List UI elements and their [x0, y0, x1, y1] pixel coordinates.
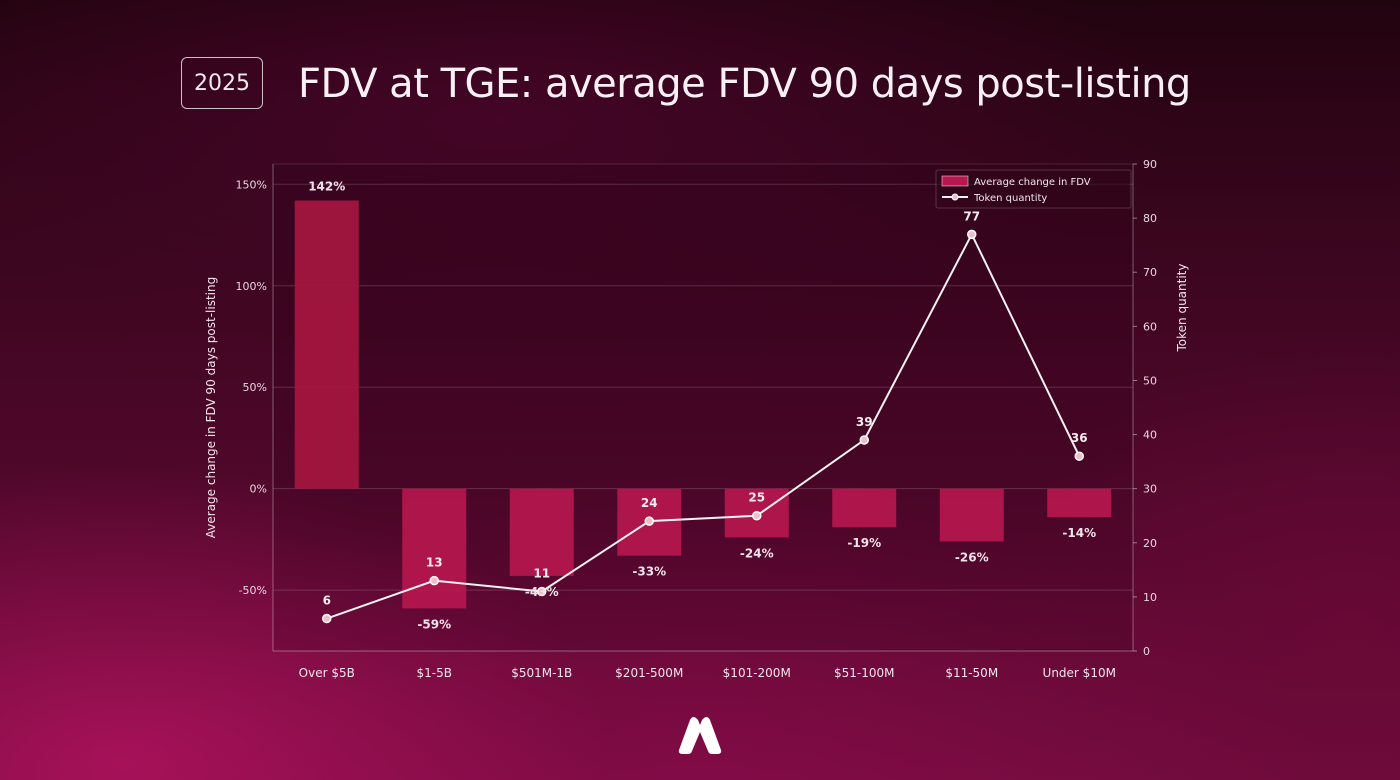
line-value-label: 39 [856, 415, 873, 429]
y2-tick-label: 60 [1143, 320, 1157, 333]
page-title: FDV at TGE: average FDV 90 days post-lis… [298, 61, 1191, 107]
y2-tick-label: 40 [1143, 429, 1157, 442]
x-tick-label: $11-50M [945, 666, 998, 680]
bar [294, 200, 359, 489]
y-tick-label: 0% [250, 483, 267, 496]
bar-value-label: -24% [740, 546, 774, 560]
bar [1047, 488, 1112, 518]
y2-tick-label: 10 [1143, 591, 1157, 604]
legend-bar-swatch [941, 175, 969, 187]
bar-value-label: -59% [417, 617, 451, 631]
y2-tick-label: 90 [1143, 158, 1157, 171]
line-value-label: 6 [323, 594, 331, 608]
bar-value-label: -19% [847, 536, 881, 550]
bar-value-label: -14% [1062, 526, 1096, 540]
x-tick-label: Under $10M [1043, 666, 1116, 680]
line-point [1074, 451, 1084, 461]
x-tick-label: $101-200M [723, 666, 791, 680]
y-tick-label: 150% [236, 178, 267, 191]
bar-value-label: -33% [632, 565, 666, 579]
line-point [859, 435, 869, 445]
y2-tick-label: 80 [1143, 212, 1157, 225]
x-tick-label: $201-500M [615, 666, 683, 680]
y-tick-label: -50% [239, 584, 267, 597]
bar-value-label: -26% [955, 550, 989, 564]
line-point [967, 229, 977, 240]
line-value-label: 36 [1071, 431, 1088, 445]
line-point [644, 516, 654, 526]
year-badge: 2025 [181, 57, 263, 109]
line-point [752, 510, 762, 521]
bar [402, 488, 467, 609]
y2-tick-label: 30 [1143, 483, 1157, 496]
bar-value-label: 142% [308, 180, 345, 194]
brand-logo [678, 717, 722, 754]
line-value-label: 24 [641, 496, 658, 510]
x-tick-label: $1-5B [417, 666, 452, 680]
legend-label: Average change in FDV [974, 177, 1091, 188]
line-series [326, 232, 1081, 620]
line-point [537, 586, 547, 597]
bar [509, 488, 574, 576]
y-tick-label: 100% [236, 280, 267, 293]
y2-tick-label: 0 [1143, 645, 1150, 658]
y2-axis-title: Token quantity [1175, 264, 1189, 353]
y2-tick-label: 20 [1143, 537, 1157, 550]
line-value-label: 25 [748, 491, 765, 505]
legend-label: Token quantity [973, 193, 1047, 204]
plot-area [272, 163, 1134, 652]
y-tick-label: 50% [243, 381, 267, 394]
y2-tick-label: 70 [1143, 266, 1157, 279]
legend-box [935, 169, 1132, 209]
y-axis-title: Average change in FDV 90 days post-listi… [204, 277, 218, 538]
y2-tick-label: 50 [1143, 374, 1157, 387]
bar-value-label: -43% [525, 585, 559, 599]
x-tick-label: Over $5B [299, 666, 355, 680]
line-point [322, 613, 332, 624]
x-tick-label: $51-100M [834, 666, 895, 680]
line-value-label: 77 [963, 209, 980, 223]
line-point [429, 575, 439, 586]
legend-line-marker [951, 193, 959, 201]
bar [939, 488, 1004, 542]
x-tick-label: $501M-1B [511, 666, 572, 680]
bar [832, 488, 897, 528]
line-value-label: 11 [533, 566, 550, 580]
line-value-label: 13 [426, 556, 443, 570]
